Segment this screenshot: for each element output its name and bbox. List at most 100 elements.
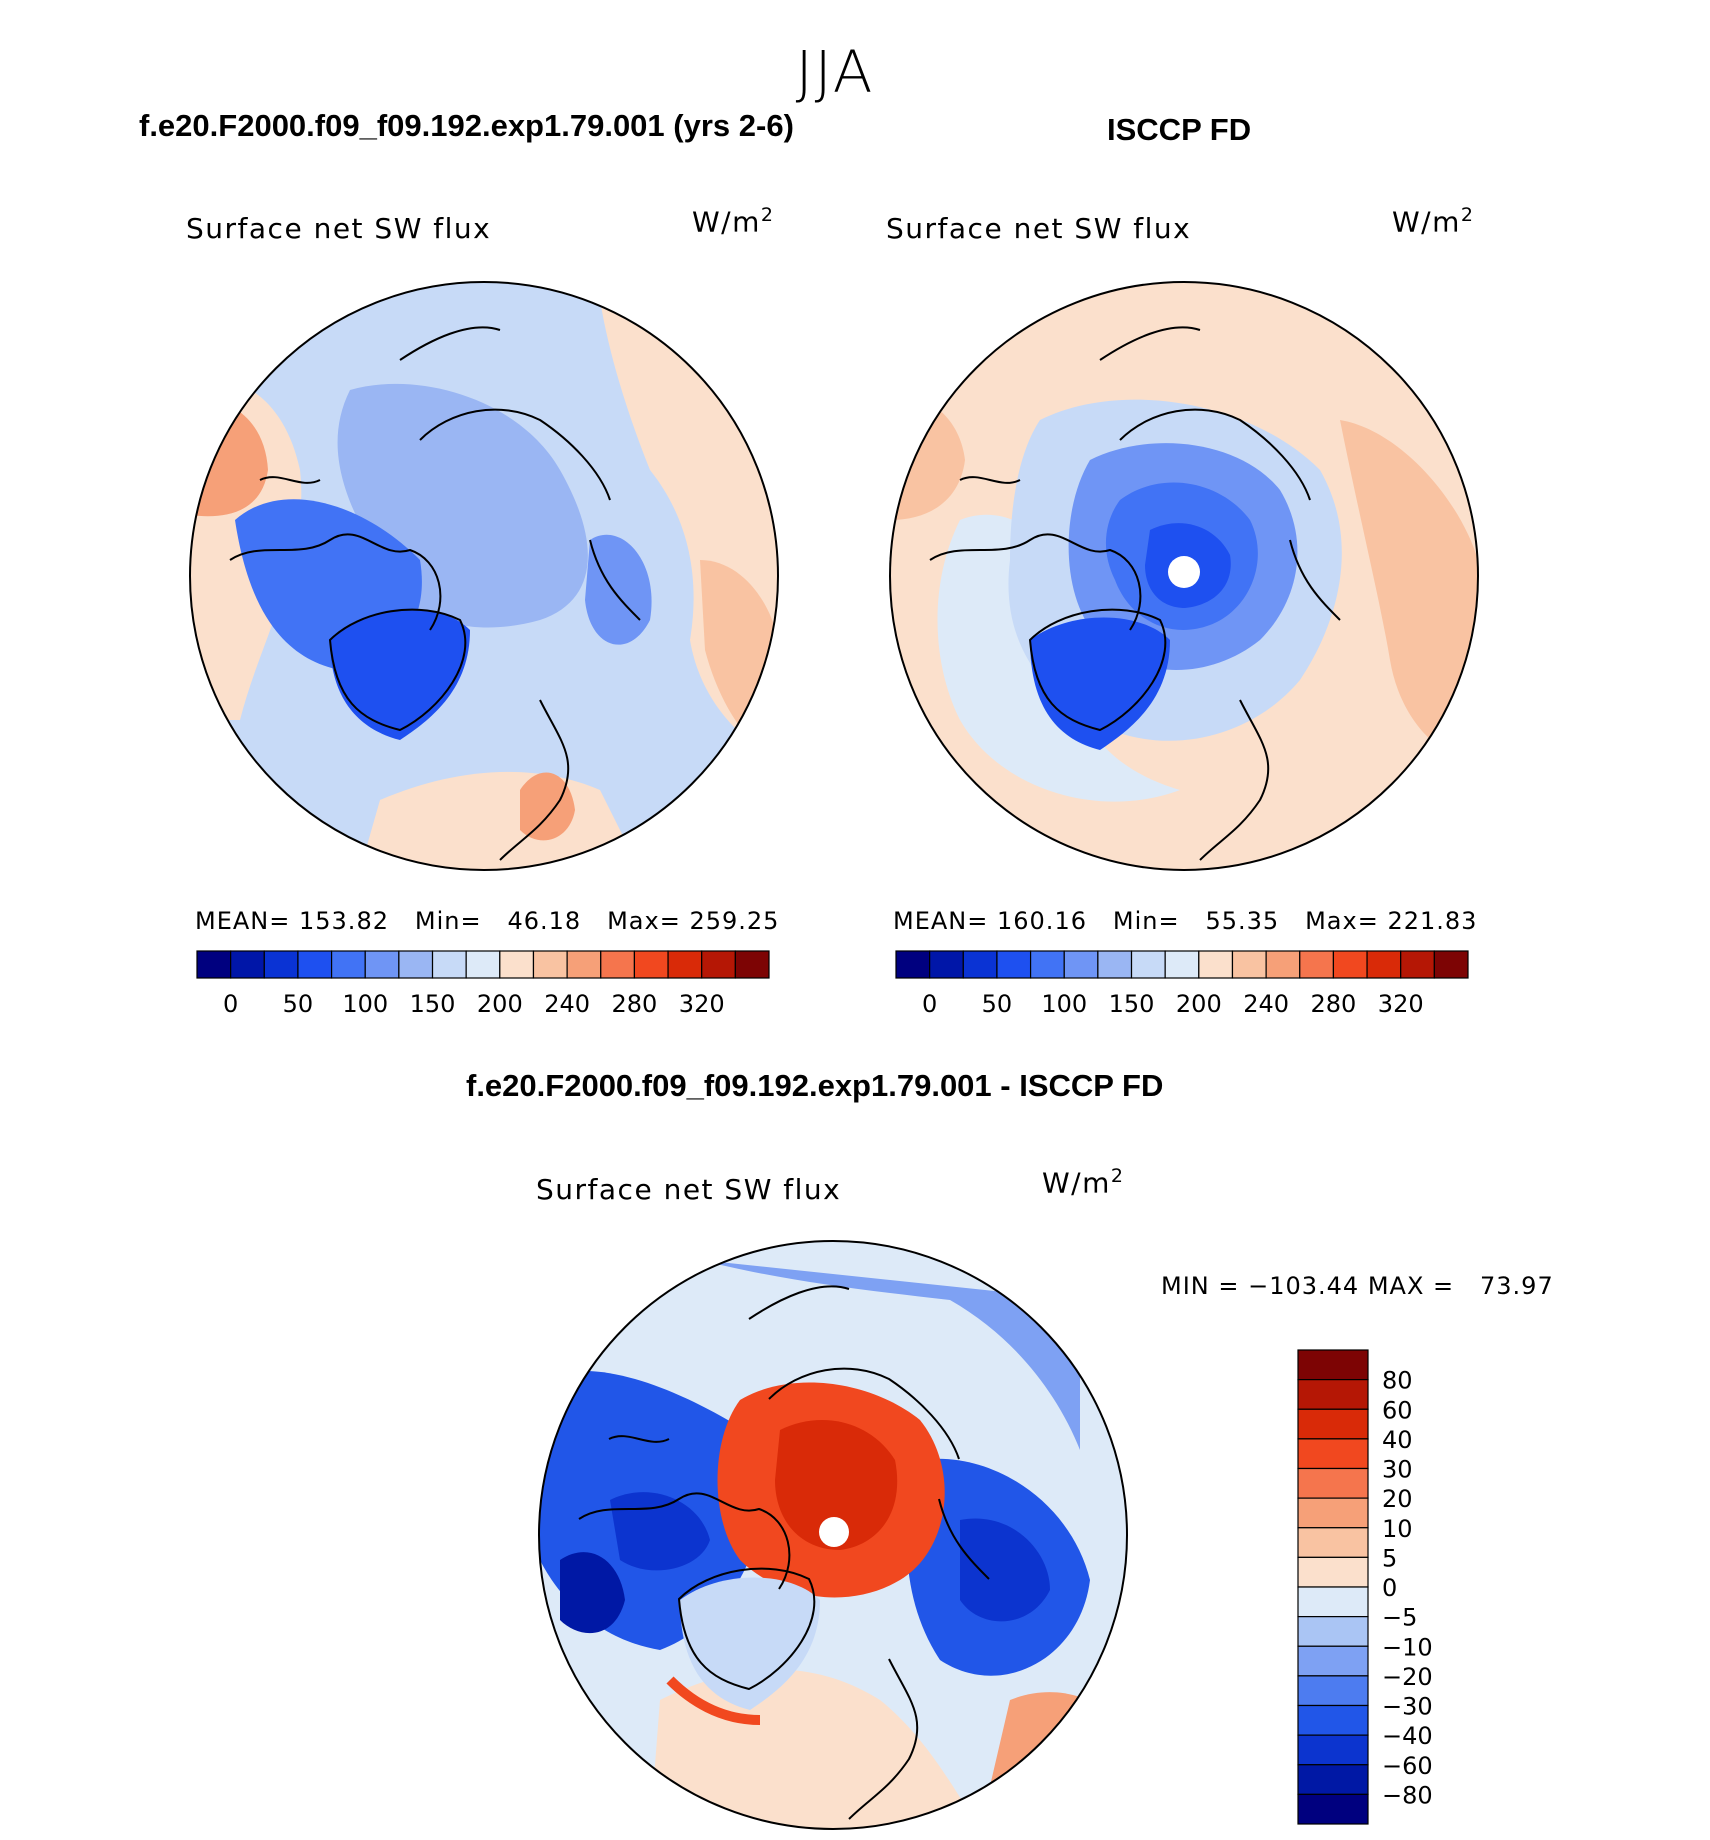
panel-3-field-east-dark — [960, 1518, 1050, 1622]
panel-1-colorbar-tick-label: 320 — [679, 990, 725, 1018]
panel-3-colorbar-tick-label: 40 — [1382, 1426, 1413, 1454]
panel-2-colorbar-swatch — [1231, 950, 1267, 979]
panel-1-colorbar-tick-label: 200 — [477, 990, 523, 1018]
panel-1-colorbar-swatch — [566, 950, 602, 979]
panel-2-max-label: Max= — [1305, 907, 1379, 935]
panel-2-mean-label: MEAN= — [893, 907, 989, 935]
panel-3-colorbar-tick-label: −40 — [1382, 1722, 1433, 1750]
panel-2-colorbar-swatch — [929, 950, 964, 979]
panel-3-colorbar-tick-label: −30 — [1382, 1693, 1433, 1721]
panel-3-colorbar-swatch — [1297, 1556, 1369, 1588]
panel-2-colorbar-tick-label: 320 — [1378, 990, 1424, 1018]
panel-2-colorbar-swatch — [1400, 950, 1435, 979]
panel-3-colorbar-swatch — [1297, 1438, 1369, 1470]
panel-1-mean-label: MEAN= — [195, 907, 291, 935]
panel-1-field-greenland — [330, 608, 470, 740]
panel-2-colorbar-tick-label: 150 — [1109, 990, 1155, 1018]
panel-2-colorbar-tick-label: 50 — [982, 990, 1013, 1018]
panel-3-colorbar-swatch — [1297, 1527, 1369, 1558]
panel-3-field-archipelago-dark — [610, 1492, 710, 1571]
panel-2-colorbar-swatch — [1299, 950, 1335, 979]
panel-3-colorbar-tick-label: 10 — [1382, 1515, 1413, 1543]
panel-2-title: ISCCP FD — [1107, 112, 1252, 147]
panel-1-coastlines — [229, 326, 641, 861]
panel-1-max: 259.25 — [689, 907, 780, 935]
panel-3-coastlines — [578, 1285, 990, 1820]
panel-3-units: W/m2 — [1042, 1165, 1125, 1199]
panel-3-colorbar-swatch — [1297, 1497, 1369, 1529]
panel-3-colorbar-tick-label: −5 — [1382, 1604, 1417, 1632]
panel-2-mean: 160.16 — [997, 907, 1087, 935]
panel-3-field-north-cool — [700, 1260, 1080, 1450]
panel-3-colorbar-swatch — [1297, 1793, 1369, 1825]
panel-3-colorbar-tick-label: 20 — [1382, 1485, 1413, 1513]
panel-1-colorbar-swatch — [465, 950, 501, 979]
panel-2-colorbar-swatch — [895, 950, 931, 979]
panel-3-colorbar-swatch — [1297, 1734, 1369, 1766]
panel-2-stats: MEAN= 160.16 Min= 55.35 Max= 221.83 — [893, 907, 1477, 935]
panel-3-colorbar-tick-label: 30 — [1382, 1456, 1413, 1484]
panel-3-colorbar-swatch — [1297, 1704, 1369, 1736]
panel-3-colorbar-tick-label: 80 — [1382, 1367, 1413, 1395]
panel-2-colorbar-swatch — [1130, 950, 1166, 979]
panel-3-colorbar-tick-label: 0 — [1382, 1574, 1397, 1602]
panel-1-map — [190, 282, 778, 870]
panel-1-field-warm-scandinavia — [520, 772, 575, 841]
panel-1-max-label: Max= — [607, 907, 681, 935]
panel-1-colorbar-swatch — [734, 950, 770, 979]
panel-2-colorbar-tick-label: 200 — [1176, 990, 1222, 1018]
panel-3-colorbar-swatch — [1297, 1467, 1369, 1499]
panel-1-colorbar-swatch — [633, 950, 669, 979]
panel-2-units-base: W/m — [1392, 205, 1461, 239]
panel-2-colorbar-swatch — [996, 950, 1032, 979]
panel-2-units: W/m2 — [1392, 204, 1475, 238]
panel-3-colorbar-swatch — [1297, 1616, 1369, 1647]
panel-2-colorbar-tick-label: 280 — [1311, 990, 1357, 1018]
panel-1-colorbar-tick-label: 280 — [612, 990, 658, 1018]
panel-2-min: 55.35 — [1205, 907, 1280, 935]
panel-3-field-greenland — [680, 1577, 820, 1710]
panel-2-coastlines — [929, 326, 1341, 861]
panel-1-map-border — [189, 281, 779, 871]
panel-2-field-greenland — [1030, 617, 1170, 750]
panel-2-field-warm-east — [1340, 420, 1478, 760]
panel-1-min-label: Min= — [414, 907, 482, 935]
panel-3-colorbar-swatch — [1297, 1379, 1369, 1410]
panel-2-colorbar-tick-label: 0 — [922, 990, 937, 1018]
panel-3-colorbar-swatch — [1297, 1645, 1369, 1677]
panel-3-minmax: MIN = −103.44 MAX = 73.97 — [1161, 1272, 1554, 1300]
panel-3-pole-marker — [819, 1517, 849, 1547]
panel-1-title: f.e20.F2000.f09_f09.192.exp1.79.001 (yrs… — [139, 108, 794, 143]
panel-2-colorbar: 0 50 100 150 200 240 280 320 — [895, 950, 1469, 1018]
panel-1-colorbar-swatch — [398, 950, 434, 979]
panel-1-colorbar-swatch — [297, 950, 333, 979]
panel-1-stats: MEAN= 153.82 Min= 46.18 Max= 259.25 — [195, 907, 779, 935]
panel-3-colorbar-swatch — [1297, 1764, 1369, 1795]
panel-1-units: W/m2 — [692, 204, 775, 238]
panel-1-colorbar-swatch — [330, 950, 366, 979]
panel-3-field-south-warm — [650, 1669, 980, 1829]
panel-3-colorbar-swatch — [1297, 1586, 1369, 1618]
panel-1-colorbar-tick-label: 100 — [342, 990, 388, 1018]
panel-1-colorbar-tick-label: 150 — [410, 990, 456, 1018]
panel-1-colorbar-swatch — [196, 950, 232, 979]
panel-3-variable: Surface net SW flux — [536, 1173, 842, 1206]
panel-3-units-exp: 2 — [1110, 1165, 1125, 1187]
panel-3-title: f.e20.F2000.f09_f09.192.exp1.79.001 - IS… — [466, 1068, 1164, 1103]
panel-1-colorbar-swatch — [364, 950, 400, 979]
panel-1-colorbar-swatch — [499, 950, 535, 979]
panel-2-variable: Surface net SW flux — [886, 212, 1192, 245]
panel-2-map-border — [889, 281, 1479, 871]
panel-2-colorbar-swatch — [1332, 950, 1368, 979]
panel-2-max: 221.83 — [1387, 907, 1478, 935]
panel-2-min-label: Min= — [1112, 907, 1180, 935]
panel-3-field-arctic-core — [775, 1420, 898, 1550]
panel-1-colorbar-swatch — [600, 950, 636, 979]
panel-3-colorbar-tick-label: 60 — [1382, 1396, 1413, 1424]
panel-3-colorbar-tick-label: −20 — [1382, 1663, 1433, 1691]
panel-1-colorbar-swatch — [230, 950, 265, 979]
panel-2-pole-marker — [1168, 556, 1200, 588]
panel-1-colorbar: 0 50 100 150 200 240 280 320 — [196, 950, 770, 1018]
